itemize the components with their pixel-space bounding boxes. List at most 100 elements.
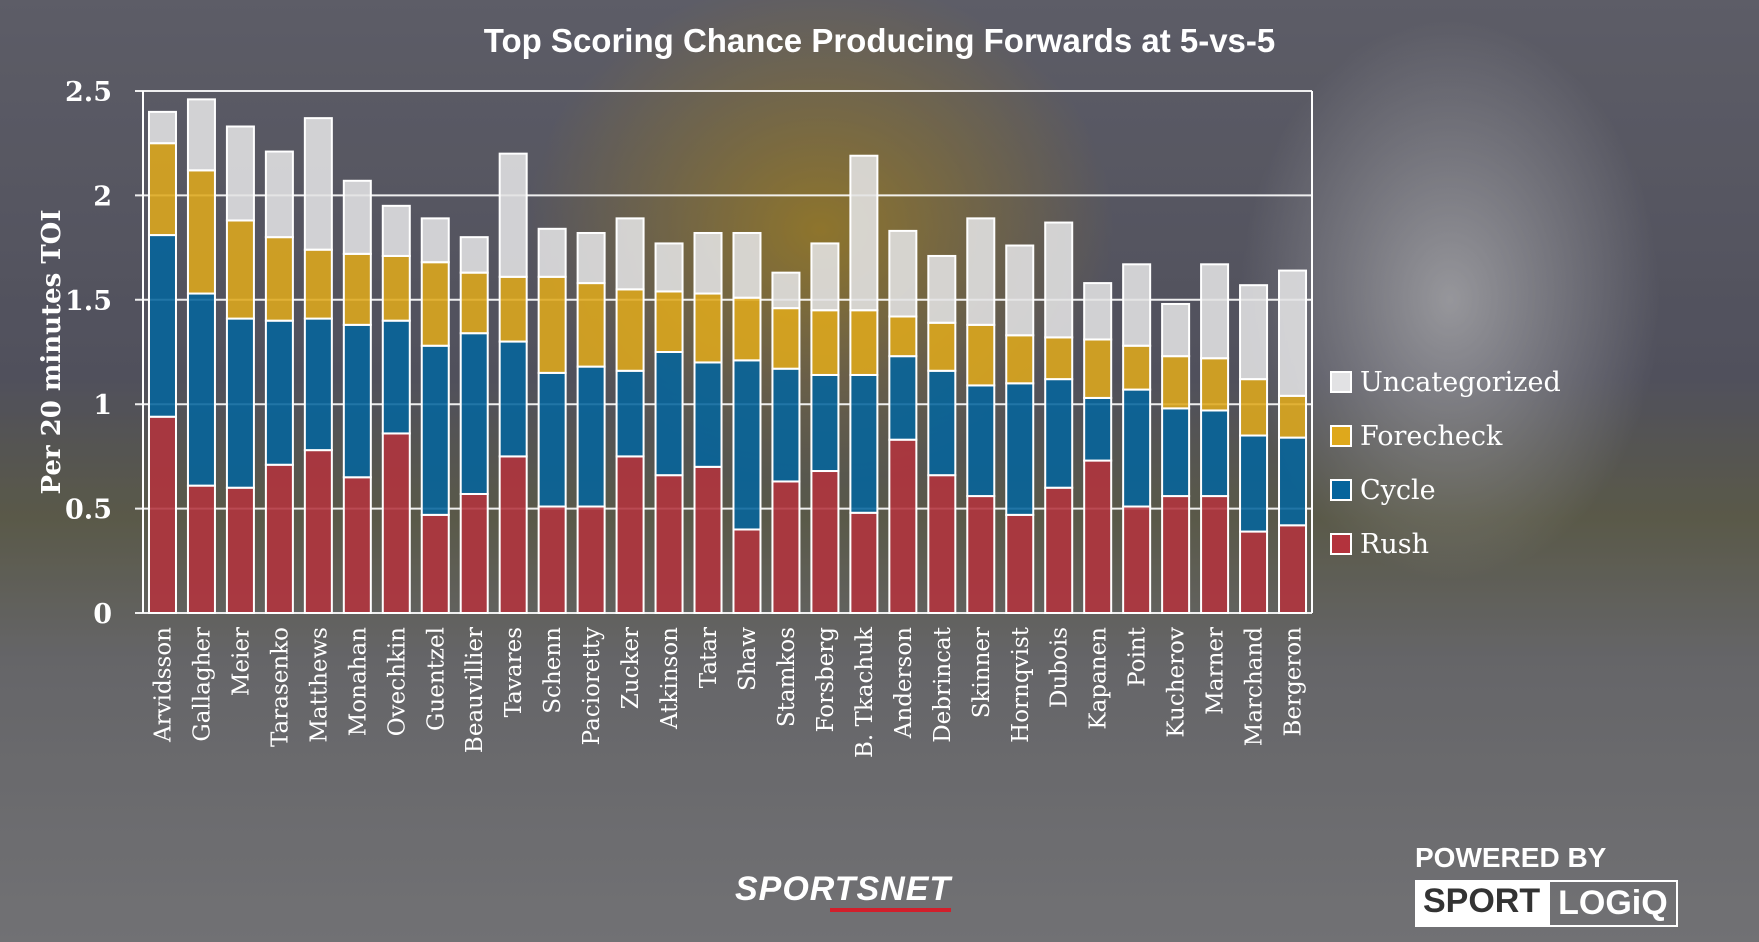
- bar-segment-cycle: [381, 319, 411, 435]
- bar-segment-uncategorized: [888, 229, 918, 318]
- bar-segment-forecheck: [615, 288, 645, 372]
- bar-segment-rush: [342, 476, 372, 614]
- bar-segment-uncategorized: [381, 204, 411, 257]
- bar-segment-rush: [498, 455, 528, 614]
- x-tick-label: Hornqvist: [1008, 626, 1034, 743]
- legend-item-rush: Rush: [1330, 517, 1561, 571]
- bar-segment-rush: [576, 505, 606, 614]
- bar-segment-uncategorized: [498, 152, 528, 278]
- bar-segment-forecheck: [849, 309, 879, 376]
- x-tick-label: Schenn: [540, 627, 566, 714]
- bar-segment-uncategorized: [732, 231, 762, 299]
- sportsnet-logo: SPORTSNET: [735, 870, 952, 912]
- bar-segment-forecheck: [771, 307, 801, 370]
- bar-segment-rush: [420, 513, 450, 615]
- sportlogiq-logo-sport: SPORT: [1415, 880, 1549, 927]
- x-tick-label: Stamkos: [774, 627, 800, 727]
- bar-segment-uncategorized: [1005, 244, 1035, 337]
- bar-segment-forecheck: [303, 248, 333, 320]
- legend-swatch: [1330, 533, 1352, 555]
- bar-segment-uncategorized: [927, 254, 957, 324]
- bar-segment-uncategorized: [849, 154, 879, 312]
- x-tick-label: Tavares: [501, 627, 527, 717]
- bar-segment-rush: [264, 463, 294, 615]
- bar-segment-rush: [537, 505, 567, 614]
- bar-segment-uncategorized: [771, 271, 801, 310]
- bar-segment-uncategorized: [1278, 269, 1308, 397]
- bar-segment-forecheck: [1161, 355, 1191, 410]
- bar-segment-cycle: [264, 319, 294, 466]
- bar-segment-rush: [849, 511, 879, 614]
- bar-segment-forecheck: [225, 219, 255, 320]
- bar-segment-cycle: [342, 323, 372, 479]
- sportlogiq-logo: SPORT LOGiQ: [1415, 880, 1678, 927]
- bar-segment-uncategorized: [225, 125, 255, 222]
- x-tick-label: Skinner: [969, 627, 995, 718]
- bar-segment-forecheck: [1083, 338, 1113, 399]
- bar-segment-forecheck: [1278, 394, 1308, 439]
- bar-segment-rush: [966, 495, 996, 614]
- bar-segment-forecheck: [888, 315, 918, 358]
- bar-segment-cycle: [732, 359, 762, 531]
- y-tick-label: 2.5: [65, 77, 112, 108]
- bar-segment-uncategorized: [186, 98, 216, 172]
- bar-segment-rush: [303, 449, 333, 614]
- bar-segment-forecheck: [147, 142, 177, 237]
- bar-segment-forecheck: [576, 282, 606, 368]
- x-tick-label: Kucherov: [1164, 627, 1190, 738]
- bar-segment-cycle: [1044, 378, 1074, 489]
- x-tick-label: Forsberg: [813, 627, 839, 733]
- bar-segment-forecheck: [1239, 378, 1269, 437]
- bar-segment-cycle: [1200, 409, 1230, 498]
- bar-segment-uncategorized: [966, 217, 996, 326]
- bar-segment-cycle: [147, 234, 177, 418]
- bar-segment-cycle: [420, 344, 450, 516]
- bar-segment-forecheck: [732, 296, 762, 362]
- bar-segment-cycle: [654, 351, 684, 477]
- bar-segment-cycle: [303, 317, 333, 452]
- bar-segment-cycle: [498, 340, 528, 458]
- bar-segment-rush: [1161, 495, 1191, 614]
- chart-title: Top Scoring Chance Producing Forwards at…: [483, 22, 1276, 59]
- bar-segment-forecheck: [1200, 357, 1230, 412]
- legend-label: Uncategorized: [1360, 366, 1561, 398]
- bar-segment-cycle: [459, 332, 489, 495]
- bar-segment-cycle: [1239, 434, 1269, 533]
- bar-segment-forecheck: [654, 290, 684, 353]
- bar-segment-uncategorized: [1161, 302, 1191, 358]
- legend-label: Rush: [1360, 528, 1429, 560]
- bar-segment-uncategorized: [576, 231, 606, 285]
- bar-segment-rush: [459, 492, 489, 615]
- x-tick-label: Tarasenko: [267, 627, 293, 747]
- bar-segment-uncategorized: [1239, 284, 1269, 381]
- y-tick-label: 0: [93, 599, 112, 630]
- bar-segment-cycle: [1005, 382, 1035, 516]
- bar-segment-rush: [1083, 459, 1113, 614]
- x-tick-label: Marchand: [1242, 627, 1268, 746]
- x-tick-label: Pacioretty: [579, 627, 605, 745]
- bar-segment-rush: [615, 455, 645, 614]
- bar-segment-forecheck: [459, 271, 489, 335]
- legend: Uncategorized Forecheck Cycle Rush: [1330, 355, 1561, 571]
- bar-segment-rush: [1239, 530, 1269, 614]
- bar-segment-rush: [1278, 524, 1308, 615]
- bar-segment-uncategorized: [459, 236, 489, 274]
- bar-segment-cycle: [966, 384, 996, 498]
- bar-segment-cycle: [693, 361, 723, 468]
- bar-segment-rush: [1005, 513, 1035, 615]
- bar-segment-rush: [225, 486, 255, 614]
- sportlogiq-logo-logiq: LOGiQ: [1548, 880, 1678, 927]
- bar-segment-uncategorized: [264, 150, 294, 239]
- bar-segment-forecheck: [186, 169, 216, 295]
- bar-segment-cycle: [537, 371, 567, 508]
- bar-segment-rush: [1044, 486, 1074, 614]
- bar-segment-forecheck: [381, 254, 411, 322]
- bar-segment-rush: [927, 474, 957, 614]
- bar-segment-rush: [732, 528, 762, 614]
- bar-segment-rush: [147, 415, 177, 614]
- y-tick-label: 2: [93, 181, 112, 212]
- legend-item-cycle: Cycle: [1330, 463, 1561, 517]
- y-tick-label: 1.5: [65, 286, 112, 317]
- bar-segment-forecheck: [342, 252, 372, 326]
- x-tick-label: Kapanen: [1086, 627, 1112, 730]
